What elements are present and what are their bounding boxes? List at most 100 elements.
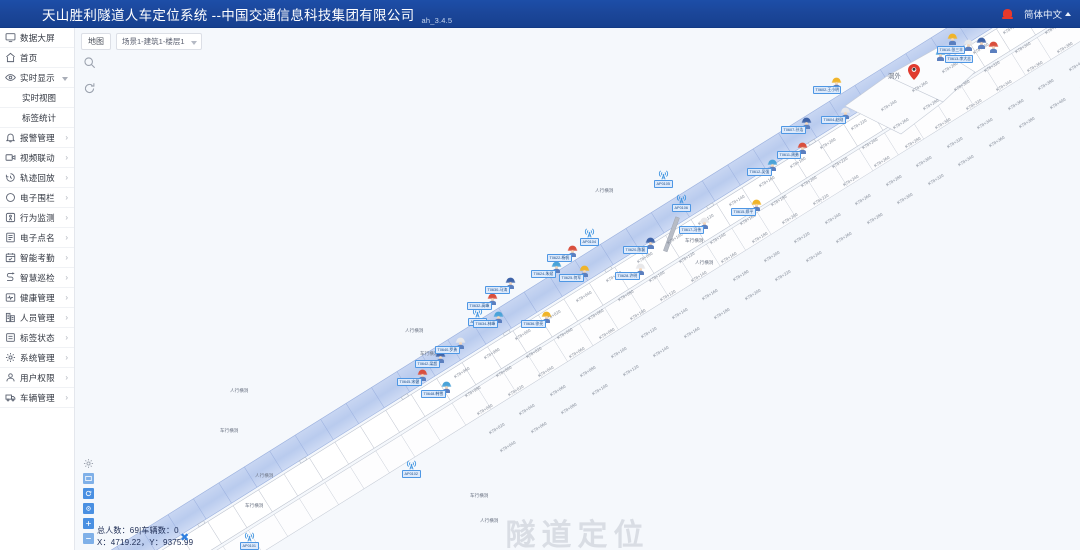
person-icon[interactable] (441, 380, 452, 393)
beacon-label: AP0106 (672, 204, 691, 212)
zoom-in-button[interactable] (83, 518, 94, 529)
map-button[interactable]: 地图 (81, 33, 111, 50)
person-icon[interactable] (963, 38, 974, 51)
beacon-icon[interactable] (657, 168, 670, 181)
refresh-icon[interactable] (83, 82, 96, 95)
sidebar-item-tag-status[interactable]: 标签状态 › (0, 328, 74, 348)
map-area[interactable]: K78+960 K78+980 K78+000 K78+020 K78+040 K78+0… (75, 28, 1080, 550)
chevron-right-icon: › (65, 392, 68, 402)
zoom-out-button[interactable] (83, 533, 94, 544)
sidebar-item-behavior-monitor[interactable]: 行为监测 › (0, 208, 74, 228)
person-tag-label[interactable]: T0615-郑平 (731, 208, 756, 216)
person-tag-label[interactable]: T0634-林峰 (473, 320, 498, 328)
beacon-icon[interactable] (243, 530, 256, 543)
person-tag-label[interactable]: T0636-徐亮 (521, 320, 546, 328)
person-icon[interactable] (988, 40, 999, 53)
beacon-label: AP0101 (240, 542, 259, 550)
sidebar-item-realtime-display[interactable]: 实时显示 (0, 68, 74, 88)
route-icon (5, 272, 16, 283)
language-switcher[interactable]: 简体中文 (1024, 7, 1071, 21)
person-icon[interactable] (976, 36, 987, 49)
sidebar-item-geofence[interactable]: 电子围栏 › (0, 188, 74, 208)
sidebar-item-user-permissions[interactable]: 用户权限 › (0, 368, 74, 388)
beacon-icon[interactable] (405, 458, 418, 471)
reset-view-button[interactable] (83, 488, 94, 499)
person-tag-label[interactable]: T0611-周勇 (777, 151, 802, 159)
user-icon (5, 372, 16, 383)
zone-label: 人行横洞 (230, 388, 249, 393)
sidebar-item-smart-inspection[interactable]: 智慧巡检 › (0, 268, 74, 288)
person-tag-label[interactable]: T0612-吴强 (747, 168, 772, 176)
person-tag-label[interactable]: T0628-许明 (615, 272, 640, 280)
sidebar-subitem-tag-stats[interactable]: 标签统计 (0, 108, 74, 128)
outside-tunnel-label: 洞外 (888, 73, 901, 80)
person-icon[interactable] (551, 260, 562, 273)
sidebar-item-system-management[interactable]: 系统管理 › (0, 348, 74, 368)
beacon-icon[interactable] (583, 226, 596, 239)
person-tag-label[interactable]: T0604-赵刚 (821, 116, 846, 124)
sidebar-item-electronic-rollcall[interactable]: 电子点名 › (0, 228, 74, 248)
sidebar-item-label: 轨迹回放 (20, 172, 55, 183)
person-icon[interactable] (505, 276, 516, 289)
beacon-icon[interactable] (675, 192, 688, 205)
sidebar-subitem-realtime-view[interactable]: 实时视图 (0, 88, 74, 108)
bell-icon[interactable] (1001, 8, 1013, 20)
sidebar-item-alarm-management[interactable]: 报警管理 › (0, 128, 74, 148)
search-icon[interactable] (83, 56, 96, 69)
fit-screen-button[interactable] (83, 473, 94, 484)
person-icon[interactable] (487, 292, 498, 305)
person-tag-label[interactable]: T0602-王小明 (813, 86, 842, 94)
sidebar-item-label: 数据大屏 (20, 32, 55, 43)
person-tag-label[interactable]: T0642-梁超 (415, 360, 440, 368)
person-tag-label[interactable]: T0622-杨帆 (547, 254, 572, 262)
circle-icon (5, 192, 16, 203)
person-tag-label[interactable]: T0640-罗勇 (435, 346, 460, 354)
sidebar-item-label: 实时显示 (20, 72, 55, 83)
person-tag-label[interactable]: T0607-孙浩 (781, 126, 806, 134)
person-tag-label[interactable]: T0624-朱斌 (531, 270, 556, 278)
chevron-down-icon (62, 76, 68, 81)
alarm-marker-icon[interactable] (908, 64, 920, 80)
chevron-down-icon (191, 40, 197, 45)
header-actions: 简体中文 (1001, 7, 1071, 21)
zone-label: 车行横洞 (685, 238, 704, 243)
chevron-right-icon: › (65, 192, 68, 202)
person-icon[interactable] (493, 310, 504, 323)
sidebar-item-smart-attendance[interactable]: 智能考勤 › (0, 248, 74, 268)
sidebar-item-track-playback[interactable]: 轨迹回放 › (0, 168, 74, 188)
person-icon[interactable] (417, 368, 428, 381)
scene-select[interactable]: 场景1-建筑1-楼层1 (116, 33, 202, 50)
person-icon[interactable] (645, 236, 656, 249)
sidebar-item-data-screen[interactable]: 数据大屏 (0, 28, 74, 48)
person-icon[interactable] (947, 32, 958, 45)
status-counts: 总人数：69|车辆数：0 (97, 526, 179, 535)
home-icon (5, 52, 16, 63)
person-tag-label[interactable]: T0610-张三丰 (937, 46, 966, 54)
person-tag-label[interactable]: T0645-宋健 (397, 378, 422, 386)
sidebar-subitem-label: 实时视图 (22, 92, 57, 103)
person-tag-label[interactable]: T0630-马涛 (485, 286, 510, 294)
person-tag-label[interactable]: T0620-陈磊 (623, 246, 648, 254)
sidebar-item-health-management[interactable]: 健康管理 › (0, 288, 74, 308)
person-tag-label[interactable]: T0632-高峰 (467, 302, 492, 310)
locate-button[interactable] (83, 503, 94, 514)
person-icon[interactable] (455, 336, 466, 349)
person-icon[interactable] (751, 198, 762, 211)
gear-icon[interactable] (83, 456, 94, 469)
building-icon (5, 312, 16, 323)
person-icon[interactable] (767, 158, 778, 171)
gear-icon (5, 352, 16, 363)
sidebar-item-home[interactable]: 首页 (0, 48, 74, 68)
sidebar-item-personnel-management[interactable]: 人员管理 › (0, 308, 74, 328)
sidebar-item-video-linkage[interactable]: 视频联动 › (0, 148, 74, 168)
person-tag-label[interactable]: T0617-冯伟 (679, 226, 704, 234)
zone-label: 人行横洞 (405, 328, 424, 333)
sidebar-item-label: 智能考勤 (20, 252, 55, 263)
person-tag-label[interactable]: T0613-李大志 (945, 55, 974, 63)
person-tag-label[interactable]: T0648-韩雪 (421, 390, 446, 398)
person-tag-label[interactable]: T0625-何军 (559, 274, 584, 282)
video-icon (5, 152, 16, 163)
chevron-right-icon: › (65, 132, 68, 142)
close-icon[interactable]: ✖ (180, 532, 190, 544)
sidebar-item-vehicle-management[interactable]: 车辆管理 › (0, 388, 74, 408)
